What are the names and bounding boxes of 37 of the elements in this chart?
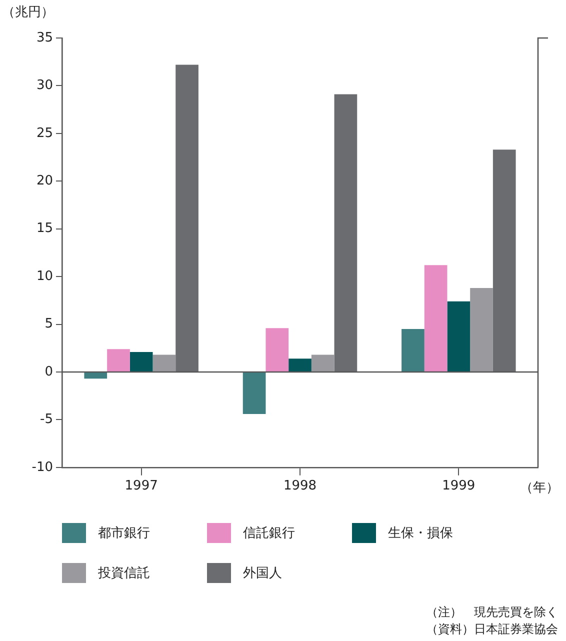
y-tick-label: 5 bbox=[44, 316, 53, 332]
bar bbox=[288, 358, 312, 372]
x-tick-label: 1999 bbox=[442, 478, 476, 494]
x-axis-title: （年） bbox=[520, 480, 559, 496]
y-axis-title: （兆円） bbox=[2, 4, 54, 20]
y-tick-label: -10 bbox=[32, 460, 53, 475]
y-tick-label: 20 bbox=[36, 174, 53, 189]
bar bbox=[402, 329, 424, 372]
bar bbox=[107, 349, 130, 372]
x-tick-label: 1997 bbox=[124, 478, 158, 494]
bar bbox=[152, 354, 176, 372]
x-tick-label: 1998 bbox=[283, 478, 317, 494]
y-tick-label: 30 bbox=[36, 78, 53, 94]
bar bbox=[130, 352, 153, 372]
legend-label: 信託銀行 bbox=[243, 525, 295, 542]
legend-label: 生保・損保 bbox=[388, 525, 453, 542]
bar bbox=[84, 372, 108, 379]
bar bbox=[447, 301, 470, 372]
legend-label: 都市銀行 bbox=[98, 525, 150, 542]
bar bbox=[311, 354, 334, 372]
bar bbox=[266, 328, 289, 372]
bar bbox=[334, 94, 358, 372]
text: （資料）日本証券業協会 bbox=[426, 621, 558, 638]
y-tick-label: 10 bbox=[36, 268, 53, 284]
bar bbox=[492, 150, 516, 372]
legend-label: 外国人 bbox=[243, 565, 282, 582]
bar bbox=[176, 64, 198, 372]
legend-label: 投資信託 bbox=[98, 565, 150, 582]
bar bbox=[242, 372, 266, 414]
y-tick-label: 25 bbox=[36, 126, 53, 141]
y-tick-label: 0 bbox=[44, 364, 53, 380]
y-tick-label: -5 bbox=[40, 412, 53, 428]
y-tick-label: 15 bbox=[36, 221, 53, 236]
y-tick-label: 35 bbox=[36, 30, 53, 46]
text: （注） 現先売買を除く bbox=[426, 604, 558, 621]
bar bbox=[424, 265, 448, 372]
bar bbox=[470, 288, 493, 372]
